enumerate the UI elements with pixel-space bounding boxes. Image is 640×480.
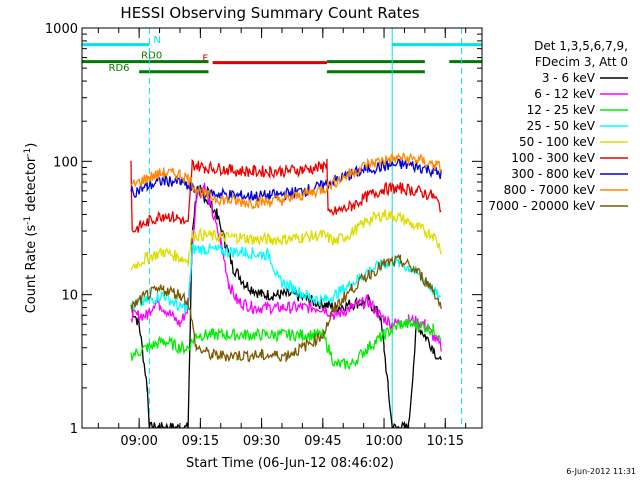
x-tick-label: 09:30 [243,434,280,449]
night-flag-label: N [153,35,160,46]
y-axis-label-sup2: -1 [23,148,33,157]
legend-label-4: 25 - 50 keV [527,119,596,133]
legend-header-2: FDecim 3, Att 0 [535,55,628,69]
y-axis-label-end: ) [24,143,39,148]
legend-label-2: 6 - 12 keV [534,87,596,101]
status-flags: N F RD0 RD6 [82,35,482,74]
y-tick-label: 100 [53,155,78,170]
legend-label-6: 100 - 300 keV [511,151,595,165]
legend-label-7: 300 - 800 keV [511,167,595,181]
rd0-flag-label: RD0 [141,51,162,62]
chart-title: HESSI Observing Summary Count Rates [120,4,419,22]
legend-label-3: 12 - 25 keV [527,103,596,117]
y-axis-label-mid: detector [24,156,39,216]
y-axis-label: Count Rate (s-1 detector-1) [23,143,39,314]
x-axis-label: Start Time (06-Jun-12 08:46:02) [186,456,394,471]
y-tick-label: 10 [61,289,78,304]
plot-area [130,28,463,428]
x-tick-label: 10:15 [427,434,464,449]
series-line-6 [130,158,442,233]
timestamp: 6-Jun-2012 11:31 [566,467,636,476]
y-axis-label-sup1: -1 [23,216,33,225]
x-tick-label: 09:15 [182,434,219,449]
series-group [130,152,442,428]
y-tick-label: 1 [70,422,78,437]
legend-label-8: 800 - 7000 keV [504,183,596,197]
y-tick-label: 1000 [45,22,78,37]
axes: 1 10 100 1000 09:00 09:15 09:30 09:45 10:00 10:15 [45,22,483,449]
x-tick-label: 09:00 [120,434,157,449]
series-line-3 [130,316,442,370]
series-line-8 [130,152,442,210]
legend-header-1: Det 1,3,5,6,7,9, [534,39,628,53]
legend-label-5: 50 - 100 keV [519,135,596,149]
series-line-9 [130,254,442,363]
legend-label-1: 3 - 6 keV [542,71,596,85]
legend: 3 - 6 keV 6 - 12 keV 12 - 25 keV 25 - 50 ke… [488,71,628,213]
x-tick-label: 10:00 [365,434,402,449]
series-line-5 [130,209,442,271]
series-line-2 [130,182,442,352]
legend-label-9: 7000 - 20000 keV [488,199,595,213]
y-axis-label-main: Count Rate (s [24,225,39,314]
x-tick-label: 09:45 [304,434,341,449]
rd6-flag-label: RD6 [109,63,130,74]
flare-flag-label: F [202,54,208,65]
